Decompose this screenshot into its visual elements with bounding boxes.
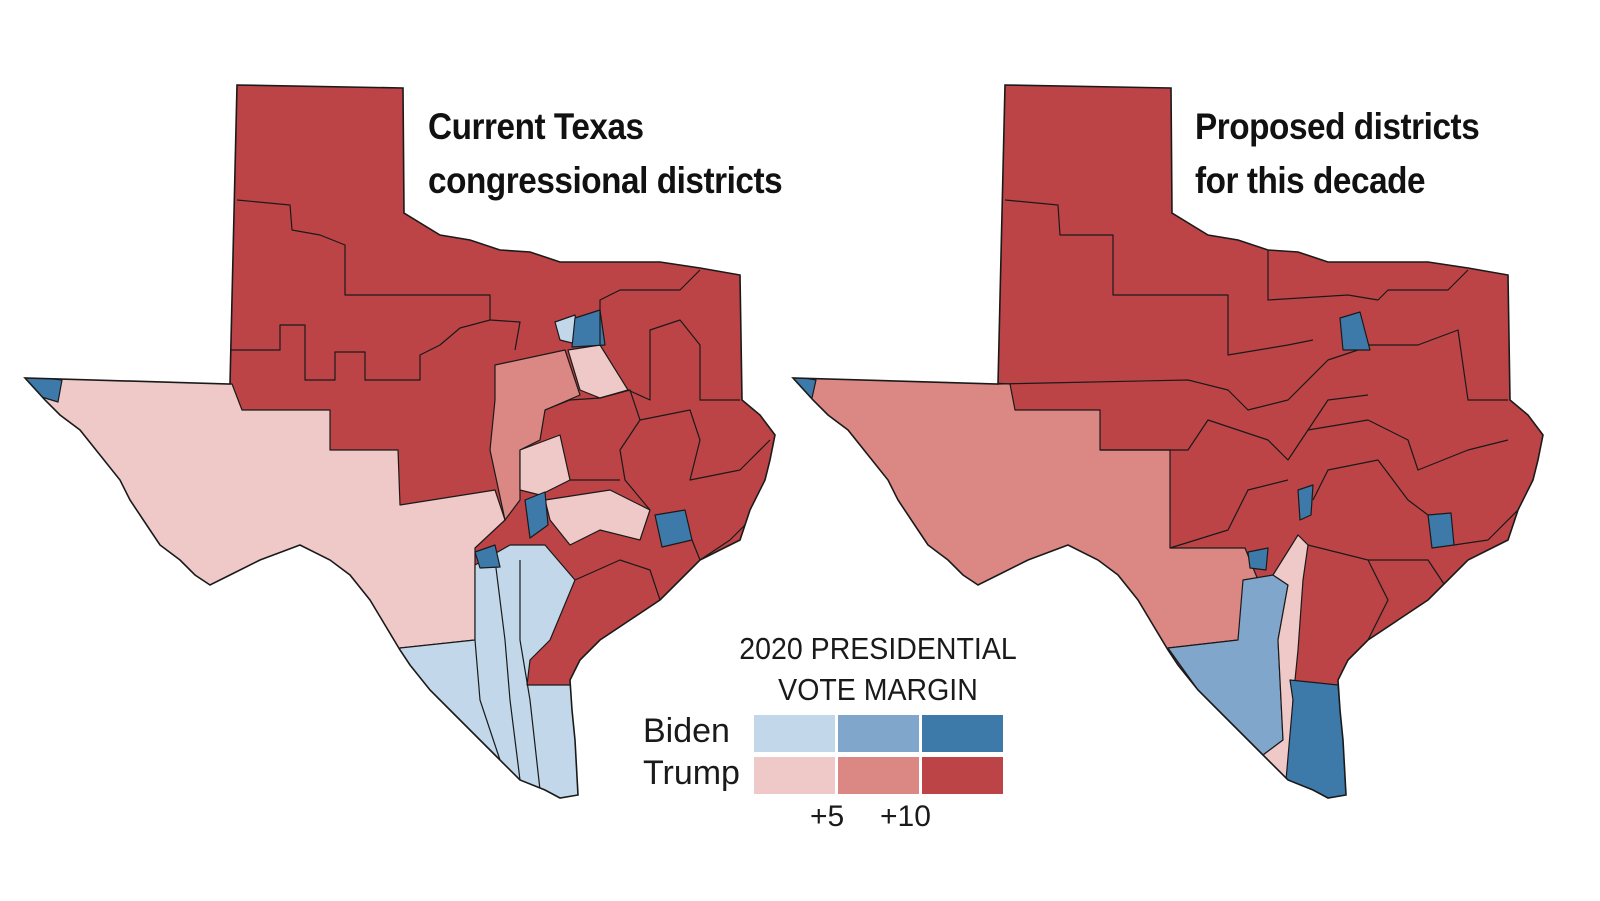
title-line: Proposed districts bbox=[1195, 106, 1480, 147]
district-dallas bbox=[1339, 311, 1371, 351]
legend-title-line: 2020 PRESIDENTIAL bbox=[739, 631, 1017, 666]
district-austin bbox=[1297, 484, 1314, 521]
title-line: Current Texas bbox=[428, 106, 644, 147]
legend-label-trump: Trump bbox=[643, 754, 740, 792]
district-san-antonio bbox=[474, 544, 501, 569]
swatch-trump-high bbox=[922, 757, 1003, 794]
swatch-trump-mid bbox=[838, 757, 919, 794]
map-title-proposed: Proposed districts for this decade bbox=[1195, 100, 1480, 208]
legend-tick-10: +10 bbox=[880, 800, 931, 833]
district-houston-west bbox=[544, 489, 651, 546]
legend-tick-5: +5 bbox=[810, 800, 845, 833]
title-line: for this decade bbox=[1195, 160, 1426, 201]
district-dallas bbox=[571, 309, 606, 348]
legend-title: 2020 PRESIDENTIAL VOTE MARGIN bbox=[714, 628, 1042, 710]
map-title-current: Current Texas congressional districts bbox=[428, 100, 783, 208]
district-austin-sa bbox=[524, 491, 549, 539]
district-austin bbox=[519, 434, 571, 496]
swatch-biden-high bbox=[922, 715, 1003, 752]
swatch-trump-low bbox=[754, 757, 835, 794]
district-houston bbox=[654, 509, 693, 548]
swatch-biden-mid bbox=[838, 715, 919, 752]
district-houston bbox=[1427, 512, 1455, 549]
legend-title-line: VOTE MARGIN bbox=[778, 672, 978, 707]
title-line: congressional districts bbox=[428, 160, 783, 201]
district-san-antonio bbox=[1247, 547, 1269, 571]
swatch-biden-low bbox=[754, 715, 835, 752]
legend-label-biden: Biden bbox=[643, 712, 730, 750]
